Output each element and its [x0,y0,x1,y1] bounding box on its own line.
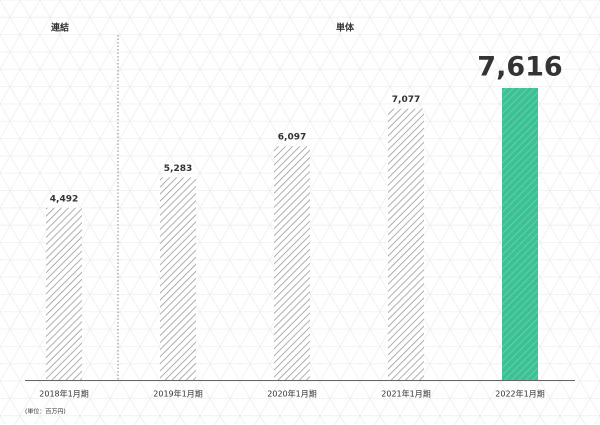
x-tick-label: 2020年1月期 [267,389,316,399]
value-label: 5,283 [164,164,192,174]
x-tick-label: 2021年1月期 [381,389,430,399]
bar [388,108,424,381]
bar [502,88,538,380]
value-label: 6,097 [278,133,306,143]
group-label: 連結 [51,22,69,34]
x-tick-label: 2019年1月期 [153,389,202,399]
bar [274,146,310,380]
x-tick-label: 2018年1月期 [39,389,88,399]
x-tick-label: 2022年1月期 [495,389,544,399]
group-label: 単体 [336,22,355,34]
value-label: 7,077 [392,95,420,105]
unit-note: (単位：百万円) [25,408,66,416]
bar [46,207,82,380]
bar [160,177,196,380]
highlight-value-label: 7,616 [477,52,562,83]
value-label: 4,492 [50,194,78,204]
